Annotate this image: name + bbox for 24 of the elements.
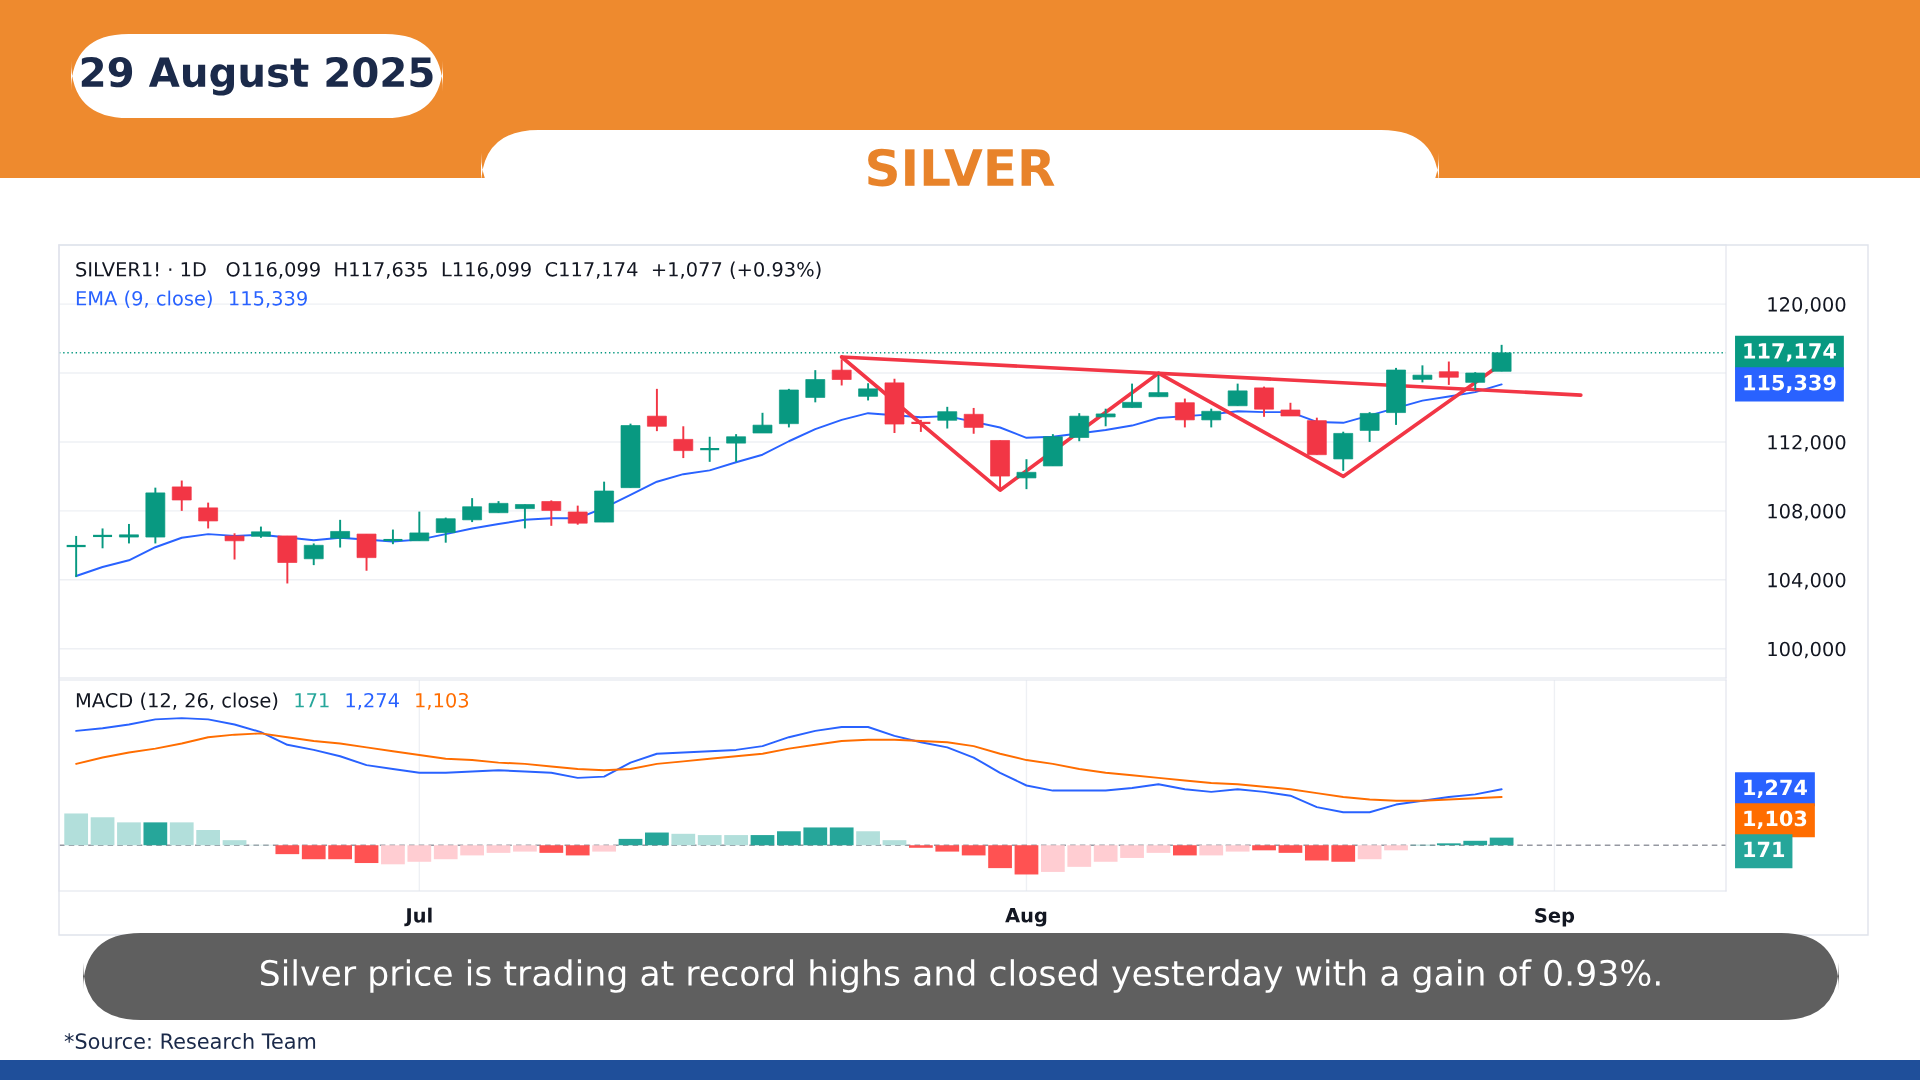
text: *Source: Research Team: [64, 1032, 316, 1050]
annotation: 115,339: [230, 290, 307, 308]
text: 171: [1744, 841, 1785, 858]
x-tick-label: Aug: [1005, 908, 1047, 927]
text: 1,274: [346, 692, 399, 710]
text: 171: [295, 693, 329, 708]
annotation: SILVER1! · 1D O116,099 H117,635 L116,099 C117,174 +1,077 (+0.93%): [76, 261, 821, 279]
text: 115,339: [1744, 374, 1836, 394]
y-tick-label: 100,000: [1768, 641, 1846, 659]
ref-line-label: 117,174: [1744, 343, 1836, 362]
y-tick-label: 108,000: [1768, 503, 1846, 521]
text: MACD (12, 26, close): [76, 692, 278, 710]
y-tick-label: 120,000: [1768, 297, 1846, 314]
chart-subtitle: 29 August 2025: [81, 56, 433, 96]
x-tick-label: Sep: [1535, 908, 1575, 927]
y-tick-label: 112,000: [1768, 434, 1846, 452]
text: Silver price is trading at record highs and closed yesterday with a gain of 0.93%.: [260, 959, 1660, 993]
text: 1,103: [1744, 810, 1807, 830]
y-tick-label: 104,000: [1768, 572, 1846, 590]
chart-title: SILVER: [868, 148, 1055, 187]
text: 1,274: [1744, 779, 1807, 799]
x-tick-label: Jul: [404, 907, 432, 927]
text: EMA (9, close): [76, 290, 212, 308]
text: 1,103: [416, 692, 469, 710]
